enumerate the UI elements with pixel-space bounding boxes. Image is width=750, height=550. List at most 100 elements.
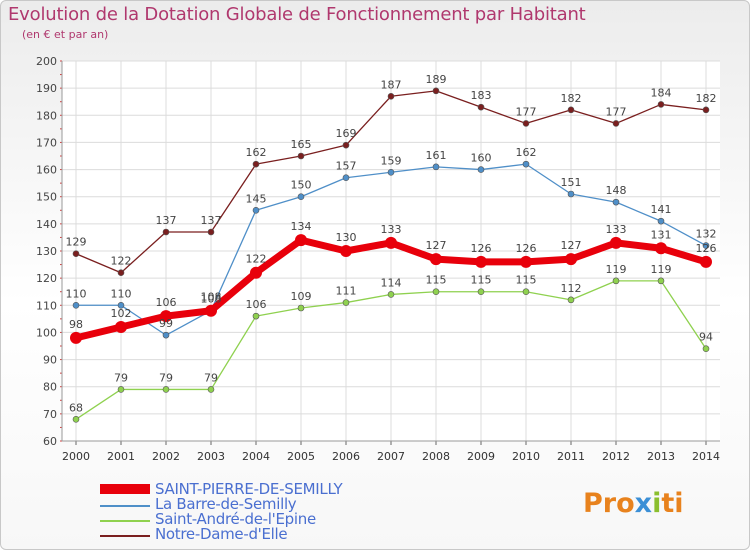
data-label-0: 133 [606,223,627,236]
y-tick-label: 90 [43,354,57,367]
data-point-1 [612,198,620,206]
data-point-1 [252,206,260,214]
y-tick-label: 130 [36,245,57,258]
data-point-0 [295,234,307,247]
x-tick-label: 2004 [242,450,270,463]
data-point-3 [342,141,350,149]
data-label-3: 183 [471,89,492,102]
data-point-3 [207,228,215,236]
y-tick-label: 120 [36,272,57,285]
data-label-2: 68 [69,401,83,414]
legend-label: Notre-Dame-d'Elle [155,525,288,543]
data-label-0: 106 [156,296,177,309]
data-point-1 [342,174,350,182]
data-point-0 [565,253,577,266]
data-label-2: 79 [204,371,218,384]
data-point-2 [207,386,215,393]
data-point-2 [72,415,80,423]
proxiti-logo: Proxiti [583,488,684,519]
data-label-1: 161 [426,149,447,162]
data-point-3 [432,87,440,95]
data-label-3: 177 [516,105,537,118]
data-label-3: 122 [111,255,132,268]
data-label-2: 114 [381,276,402,289]
data-label-3: 184 [651,86,672,99]
data-point-2 [657,277,665,285]
legend-item-la-barre: La Barre-de-Semilly [100,495,400,514]
data-label-0: 130 [336,231,357,244]
data-point-0 [700,255,712,268]
data-label-0: 102 [111,307,132,320]
y-tick-label: 170 [36,136,57,149]
data-point-0 [160,310,172,323]
x-tick-label: 2008 [422,450,450,463]
chart-subtitle: (en € et par an) [22,28,109,41]
data-label-0: 131 [651,228,672,241]
data-point-3 [72,250,80,258]
data-label-2: 115 [471,274,492,287]
data-label-3: 182 [561,92,582,105]
data-label-2: 109 [291,290,312,303]
y-tick-label: 60 [43,435,57,448]
data-point-2 [387,291,395,298]
data-point-1 [702,242,710,249]
data-label-3: 169 [336,127,357,140]
data-point-3 [117,269,125,277]
data-point-3 [252,160,260,168]
data-label-1: 110 [66,287,87,300]
data-point-0 [610,236,622,249]
data-point-0 [430,253,442,266]
data-label-0: 126 [471,242,492,255]
data-point-0 [520,255,532,268]
data-point-2 [522,288,530,296]
x-tick-label: 2000 [62,450,90,463]
data-label-3: 177 [606,105,627,118]
data-point-0 [250,266,262,279]
data-point-0 [475,255,487,268]
data-point-3 [297,152,305,160]
data-label-2: 115 [516,274,537,287]
x-tick-label: 2002 [152,450,180,463]
data-point-1 [297,193,305,201]
data-point-3 [612,120,620,127]
x-tick-label: 2001 [107,450,135,463]
data-label-1: 150 [291,179,312,192]
x-tick-label: 2003 [197,450,225,463]
data-point-1 [567,190,575,198]
data-point-3 [162,228,170,236]
data-point-0 [115,321,127,333]
x-tick-label: 2009 [467,450,495,463]
data-point-0 [655,242,667,255]
data-label-2: 94 [699,331,713,344]
y-tick-label: 70 [43,408,57,421]
x-tick-label: 2012 [602,450,630,463]
y-tick-label: 150 [36,191,57,204]
y-tick-label: 190 [36,82,57,95]
data-label-0: 108 [201,291,222,304]
x-tick-label: 2011 [557,450,585,463]
data-label-2: 111 [336,285,357,298]
data-label-2: 79 [114,371,128,384]
data-label-0: 127 [561,239,582,252]
y-tick-label: 180 [36,109,57,122]
chart-title: Evolution de la Dotation Globale de Fonc… [8,4,586,25]
legend-item-saint-andre: Saint-André-de-l'Epine [100,510,400,529]
x-tick-label: 2014 [692,450,720,463]
data-point-2 [342,299,350,306]
data-point-1 [117,301,125,309]
data-label-2: 119 [606,263,627,276]
data-label-3: 129 [66,236,87,249]
legend-label: SAINT-PIERRE-DE-SEMILLY [155,480,343,498]
legend-item-notre-dame: Notre-Dame-d'Elle [100,525,400,544]
data-label-2: 79 [159,371,173,384]
data-point-1 [477,166,485,173]
data-point-0 [340,245,352,257]
data-label-3: 182 [696,92,717,105]
x-tick-label: 2006 [332,450,360,463]
data-point-2 [612,277,620,285]
data-label-2: 106 [246,298,267,311]
data-label-0: 126 [516,242,537,255]
data-point-1 [162,331,170,339]
data-label-1: 145 [246,192,267,205]
data-point-2 [117,386,125,393]
